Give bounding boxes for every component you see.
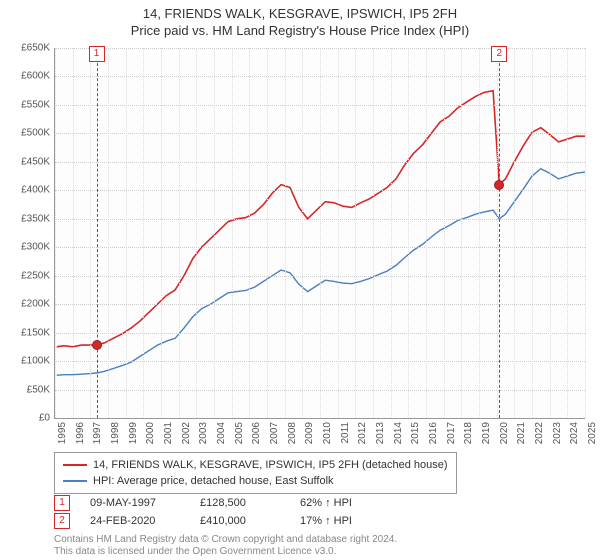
- marker-line: [499, 48, 500, 418]
- x-axis-label: 2002: [181, 422, 192, 444]
- y-axis-label: £0: [39, 413, 50, 424]
- x-axis-label: 2018: [463, 422, 474, 444]
- x-axis-label: 2004: [216, 422, 227, 444]
- footer-line: This data is licensed under the Open Gov…: [54, 546, 397, 558]
- chart-container: 14, FRIENDS WALK, KESGRAVE, IPSWICH, IP5…: [0, 0, 600, 560]
- legend-swatch: [63, 480, 87, 482]
- title-subtitle: Price paid vs. HM Land Registry's House …: [0, 23, 600, 38]
- legend-item: 14, FRIENDS WALK, KESGRAVE, IPSWICH, IP5…: [63, 457, 448, 473]
- x-axis-label: 2025: [587, 422, 598, 444]
- legend: 14, FRIENDS WALK, KESGRAVE, IPSWICH, IP5…: [54, 452, 457, 494]
- x-axis-label: 2007: [269, 422, 280, 444]
- x-axis-label: 1995: [57, 422, 68, 444]
- x-axis-label: 2000: [145, 422, 156, 444]
- title-address: 14, FRIENDS WALK, KESGRAVE, IPSWICH, IP5…: [0, 6, 600, 21]
- transactions-block: 1 09-MAY-1997 £128,500 62% ↑ HPI 2 24-FE…: [54, 494, 352, 530]
- y-axis-label: £450K: [21, 156, 50, 167]
- x-axis-label: 2021: [516, 422, 527, 444]
- y-axis-label: £500K: [21, 128, 50, 139]
- legend-label: HPI: Average price, detached house, East…: [93, 475, 334, 487]
- x-axis-label: 1996: [75, 422, 86, 444]
- transaction-row: 1 09-MAY-1997 £128,500 62% ↑ HPI: [54, 494, 352, 512]
- y-axis-label: £600K: [21, 71, 50, 82]
- transaction-marker-box: 1: [54, 495, 70, 511]
- y-axis-label: £550K: [21, 99, 50, 110]
- x-axis-label: 2024: [569, 422, 580, 444]
- x-axis-label: 1998: [110, 422, 121, 444]
- transaction-date: 24-FEB-2020: [90, 515, 180, 527]
- transaction-marker-box: 2: [54, 513, 70, 529]
- transaction-price: £128,500: [200, 497, 280, 509]
- x-axis-label: 2012: [357, 422, 368, 444]
- transaction-hpi: 62% ↑ HPI: [300, 497, 352, 509]
- x-axis-label: 2011: [340, 422, 351, 444]
- x-axis-label: 1999: [128, 422, 139, 444]
- transaction-row: 2 24-FEB-2020 £410,000 17% ↑ HPI: [54, 512, 352, 530]
- marker-line: [97, 48, 98, 418]
- y-axis-label: £250K: [21, 270, 50, 281]
- x-axis-label: 2017: [446, 422, 457, 444]
- y-axis-label: £400K: [21, 185, 50, 196]
- x-axis-label: 2003: [198, 422, 209, 444]
- x-axis-label: 2013: [375, 422, 386, 444]
- footer-attribution: Contains HM Land Registry data © Crown c…: [54, 534, 397, 558]
- x-axis-label: 2020: [499, 422, 510, 444]
- y-axis-label: £50K: [27, 384, 50, 395]
- x-axis-label: 1997: [92, 422, 103, 444]
- transaction-hpi: 17% ↑ HPI: [300, 515, 352, 527]
- x-axis-label: 2006: [251, 422, 262, 444]
- marker-dot: [494, 180, 504, 190]
- x-axis-label: 2009: [304, 422, 315, 444]
- y-axis-label: £200K: [21, 299, 50, 310]
- y-axis-label: £300K: [21, 242, 50, 253]
- marker-dot: [92, 340, 102, 350]
- footer-line: Contains HM Land Registry data © Crown c…: [54, 534, 397, 546]
- y-axis-label: £650K: [21, 43, 50, 54]
- plot-area: 12: [54, 48, 585, 419]
- y-axis-label: £100K: [21, 356, 50, 367]
- legend-item: HPI: Average price, detached house, East…: [63, 473, 448, 489]
- x-axis-label: 2019: [481, 422, 492, 444]
- chart-area: 12 £0£50K£100K£150K£200K£250K£300K£350K£…: [54, 48, 584, 418]
- x-axis-label: 2010: [322, 422, 333, 444]
- y-axis-label: £150K: [21, 327, 50, 338]
- marker-number-box: 2: [491, 46, 507, 62]
- x-axis-label: 2001: [163, 422, 174, 444]
- x-axis-label: 2016: [428, 422, 439, 444]
- title-block: 14, FRIENDS WALK, KESGRAVE, IPSWICH, IP5…: [0, 0, 600, 38]
- y-axis-label: £350K: [21, 213, 50, 224]
- transaction-price: £410,000: [200, 515, 280, 527]
- marker-number-box: 1: [89, 46, 105, 62]
- x-axis-label: 2014: [393, 422, 404, 444]
- x-axis-label: 2015: [410, 422, 421, 444]
- transaction-date: 09-MAY-1997: [90, 497, 180, 509]
- x-axis-label: 2023: [552, 422, 563, 444]
- x-axis-label: 2005: [234, 422, 245, 444]
- x-axis-label: 2022: [534, 422, 545, 444]
- legend-swatch: [63, 464, 87, 466]
- x-axis-label: 2008: [287, 422, 298, 444]
- legend-label: 14, FRIENDS WALK, KESGRAVE, IPSWICH, IP5…: [93, 459, 448, 471]
